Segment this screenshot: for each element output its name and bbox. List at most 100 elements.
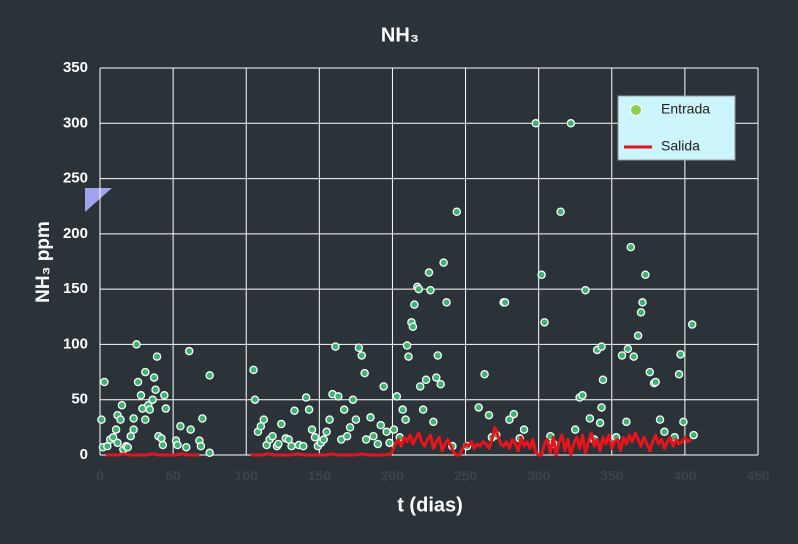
data-point <box>205 371 214 380</box>
y-tick-label: 100 <box>63 335 88 352</box>
data-point <box>97 415 106 424</box>
data-point <box>385 438 394 448</box>
chart-title: NH₃ <box>381 24 419 46</box>
data-point <box>287 441 296 451</box>
x-tick-label: 300 <box>527 468 551 484</box>
x-tick-label: 50 <box>165 468 181 484</box>
data-point <box>325 415 334 424</box>
data-point <box>679 417 688 427</box>
data-point <box>259 415 269 424</box>
x-tick-label: 350 <box>600 468 624 484</box>
data-point <box>622 417 631 427</box>
data-point <box>439 258 448 267</box>
data-point <box>298 441 308 451</box>
x-tick-label: 150 <box>308 468 332 484</box>
data-point <box>537 270 546 280</box>
data-point <box>519 425 529 434</box>
y-tick-label: 50 <box>71 391 88 408</box>
data-point <box>426 285 435 295</box>
decoration <box>85 188 112 212</box>
data-point <box>597 342 606 351</box>
data-point <box>373 439 383 449</box>
grid: 0 50 100 150 200 250 300 350 0 50 100 150 200 250 300 3… <box>63 59 770 484</box>
data-point <box>401 415 410 424</box>
data-point <box>436 379 445 389</box>
data-point <box>133 377 143 387</box>
data-point <box>129 425 138 434</box>
data-point <box>149 373 159 382</box>
x-tick-label: 450 <box>746 468 770 484</box>
data-point <box>432 373 441 382</box>
data-point <box>626 242 636 252</box>
data-point <box>307 425 317 434</box>
data-point <box>402 341 412 350</box>
x-tick-label: 100 <box>235 468 259 484</box>
data-point <box>148 395 157 404</box>
data-point <box>392 392 402 401</box>
data-point <box>290 406 299 416</box>
data-point <box>331 342 340 351</box>
data-point <box>689 430 698 440</box>
data-point <box>100 377 109 387</box>
data-point <box>484 410 494 420</box>
y-tick-label: 150 <box>63 280 88 297</box>
data-point <box>345 423 355 432</box>
y-tick-label: 250 <box>63 170 88 187</box>
data-point <box>424 268 434 277</box>
data-point <box>277 419 286 429</box>
data-point <box>408 322 418 331</box>
y-tick-label: 300 <box>63 114 88 131</box>
data-point <box>421 375 431 385</box>
data-point <box>376 420 385 430</box>
data-point <box>158 440 168 450</box>
data-point <box>404 352 413 361</box>
data-point <box>655 415 665 424</box>
data-point <box>334 392 343 401</box>
data-point <box>182 443 191 452</box>
data-point <box>249 365 258 375</box>
data-point <box>629 352 638 361</box>
data-point <box>301 393 311 402</box>
data-point <box>354 343 364 352</box>
data-point <box>638 298 647 307</box>
data-point <box>633 331 643 340</box>
data-point <box>531 119 540 128</box>
data-point <box>111 425 121 434</box>
data-point <box>361 435 371 444</box>
data-point <box>415 382 425 391</box>
data-point <box>108 433 118 442</box>
x-tick-label: 250 <box>454 468 478 484</box>
data-point <box>410 300 419 309</box>
data-point <box>116 415 125 424</box>
data-point <box>360 368 369 378</box>
data-point <box>452 207 462 216</box>
data-line <box>105 425 692 457</box>
data-point <box>136 391 146 400</box>
data-point <box>636 308 646 317</box>
data-point <box>129 414 138 423</box>
data-point <box>598 375 608 385</box>
data-point <box>674 370 684 379</box>
x-tick-label: 200 <box>381 468 405 484</box>
data-point <box>382 427 391 437</box>
data-point <box>556 207 565 216</box>
data-point <box>505 415 514 424</box>
data-point <box>398 405 407 414</box>
data-point <box>480 370 489 379</box>
legend-swatch <box>630 104 642 116</box>
y-tick-label: 0 <box>80 446 88 463</box>
data-point <box>132 340 141 349</box>
data-point <box>198 414 207 423</box>
data-point <box>274 439 283 449</box>
data-point <box>117 400 127 410</box>
data-point <box>641 270 650 280</box>
data-point <box>304 405 314 414</box>
data-point <box>566 119 576 128</box>
data-point <box>379 382 388 391</box>
data-point <box>357 351 366 360</box>
data-point <box>509 409 519 419</box>
data-point <box>268 431 277 441</box>
data-point <box>474 403 483 412</box>
data-point <box>250 395 260 404</box>
